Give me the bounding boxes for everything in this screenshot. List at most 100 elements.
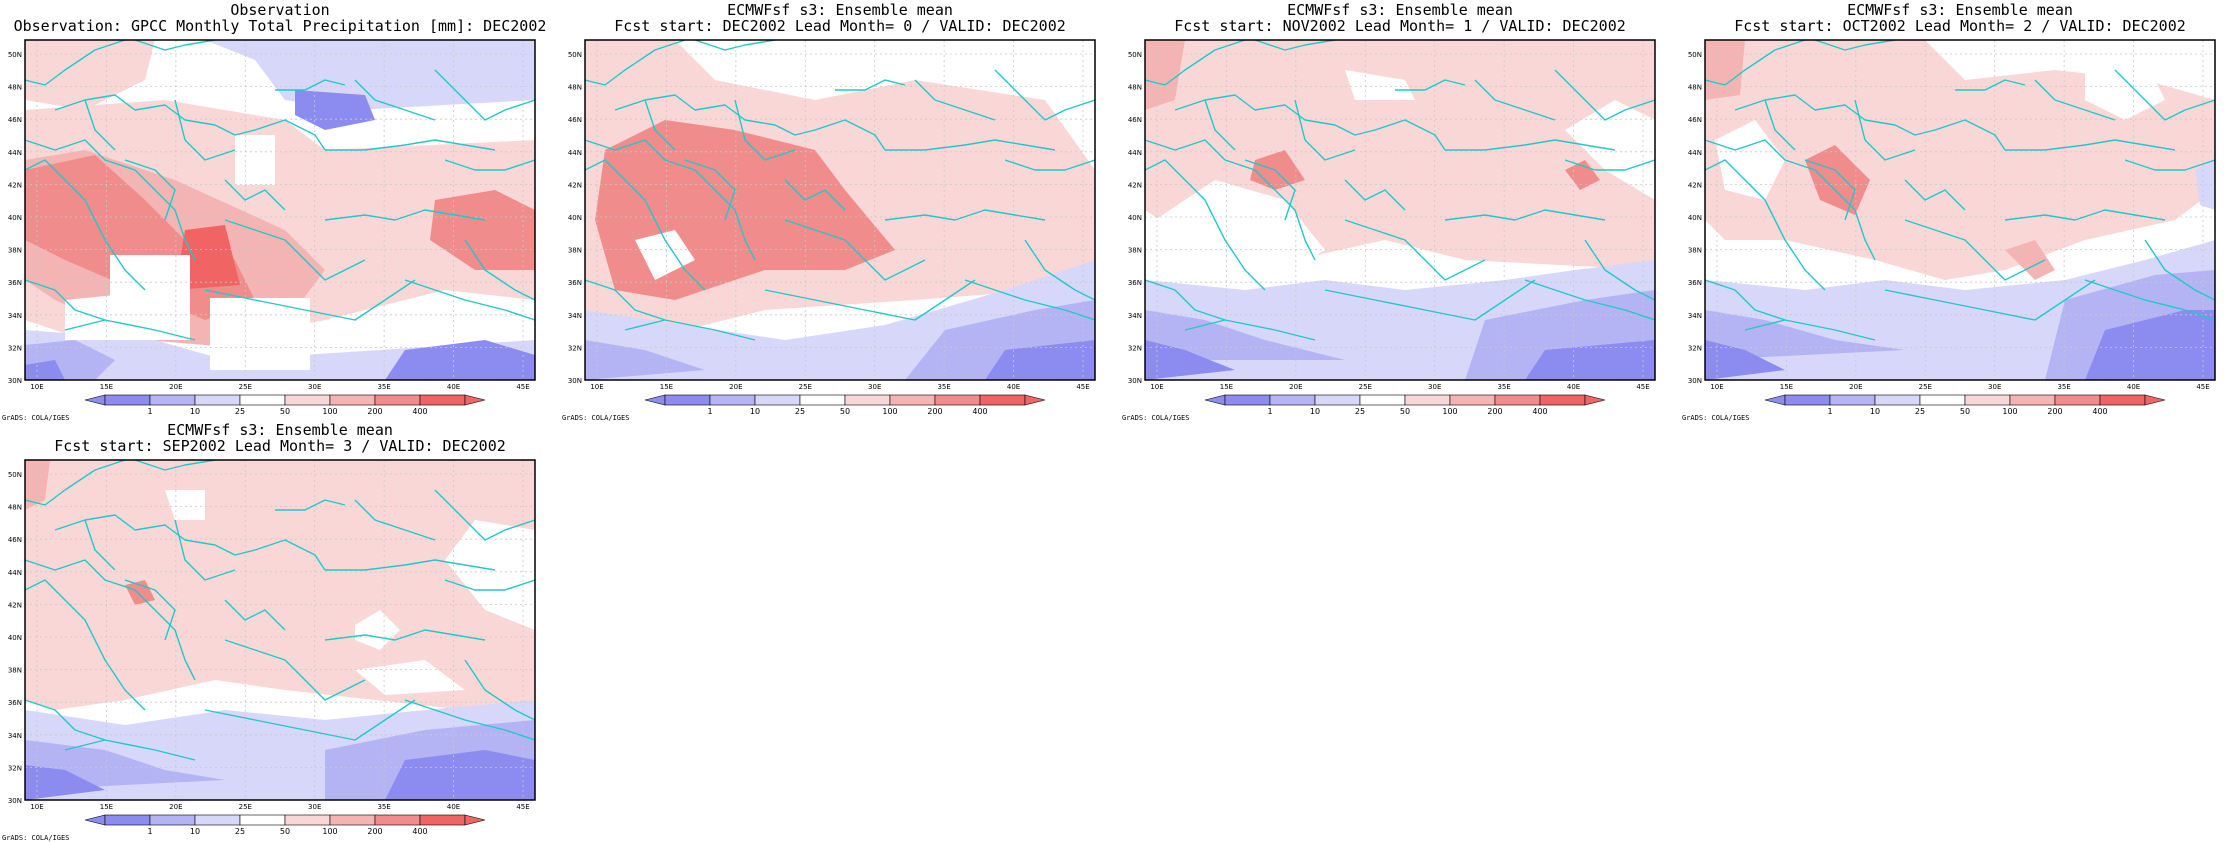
colorbar: 1 10 25 50 100 200 400 xyxy=(84,814,486,836)
shade-region xyxy=(1145,340,1235,380)
colorbar-label: 100 xyxy=(2002,407,2017,416)
lat-tick-label: 38N xyxy=(568,247,582,255)
shade-region xyxy=(65,295,115,340)
panel-title-line1: ECMWFsf s3: Ensemble mean xyxy=(727,1,953,19)
colorbar-label: 50 xyxy=(840,407,850,416)
grid-lines xyxy=(1145,40,1655,380)
coastlines xyxy=(25,40,535,341)
colorbar-label: 10 xyxy=(1310,407,1320,416)
lon-tick-label: 30E xyxy=(868,383,881,391)
shade-region xyxy=(1525,340,1655,380)
lat-tick-label: 32N xyxy=(8,764,22,772)
panel-observation: Observation Observation: GPCC Monthly To… xyxy=(0,0,560,422)
panel-title-line1: ECMWFsf s3: Ensemble mean xyxy=(167,421,393,439)
lat-tick-label: 40N xyxy=(8,214,22,222)
lat-tick-label: 34N xyxy=(8,732,22,740)
lat-tick-label: 50N xyxy=(1128,51,1142,59)
panel-title-line1: ECMWFsf s3: Ensemble mean xyxy=(1287,1,1513,19)
shade-region xyxy=(1705,340,1785,380)
shade-region xyxy=(385,750,535,800)
colorbar-label: 1 xyxy=(147,827,152,836)
shade-region xyxy=(1715,120,1785,200)
shade-region xyxy=(2085,60,2165,120)
colorbar-label: 100 xyxy=(322,827,337,836)
lon-tick-label: 15E xyxy=(660,383,673,391)
lon-tick-label: 35E xyxy=(1497,383,1510,391)
precip-shading xyxy=(1145,40,1655,380)
lat-tick-label: 50N xyxy=(8,51,22,59)
lat-tick-label: 44N xyxy=(1128,149,1142,157)
colorbar-label: 200 xyxy=(367,407,382,416)
colorbar-label: 200 xyxy=(367,827,382,836)
lon-tick-label: 10E xyxy=(1150,383,1163,391)
lat-tick-label: 46N xyxy=(8,116,22,124)
plot-area xyxy=(585,40,1095,380)
colorbar-label: 200 xyxy=(927,407,942,416)
colorbar: 1 10 25 50 100 200 400 xyxy=(1204,394,1606,416)
shade-region xyxy=(635,230,695,280)
lat-tick-label: 48N xyxy=(1128,84,1142,92)
shade-region xyxy=(1345,70,1415,100)
shade-region xyxy=(1155,180,1325,280)
panel-lead0: ECMWFsf s3: Ensemble mean Fcst start: DE… xyxy=(560,0,1120,422)
colorbar-label: 100 xyxy=(882,407,897,416)
lat-tick-label: 32N xyxy=(1128,344,1142,352)
precip-shading xyxy=(1705,40,2215,380)
colorbar-label: 1 xyxy=(707,407,712,416)
lat-tick-label: 32N xyxy=(568,344,582,352)
colorbar: 1 10 25 50 100 200 400 xyxy=(644,394,1046,416)
lat-tick-label: 42N xyxy=(8,601,22,609)
shade-region xyxy=(110,255,190,340)
colorbar-label: 50 xyxy=(280,407,290,416)
lon-tick-label: 30E xyxy=(308,383,321,391)
lon-tick-label: 10E xyxy=(30,383,43,391)
grid-lines xyxy=(25,40,535,380)
colorbar-label: 400 xyxy=(412,407,427,416)
coastlines xyxy=(1705,40,2215,341)
panel-title-line2: Observation: GPCC Monthly Total Precipit… xyxy=(13,17,547,35)
lon-tick-label: 30E xyxy=(308,803,321,811)
colorbar-label: 400 xyxy=(972,407,987,416)
shade-region xyxy=(205,40,535,110)
lat-tick-label: 44N xyxy=(1688,149,1702,157)
lon-tick-label: 25E xyxy=(1919,383,1932,391)
lon-tick-label: 20E xyxy=(1289,383,1302,391)
lon-tick-label: 10E xyxy=(590,383,603,391)
precip-shading xyxy=(585,40,1095,380)
colorbar-label: 400 xyxy=(412,827,427,836)
colorbar-label: 1 xyxy=(147,407,152,416)
lat-tick-label: 46N xyxy=(1128,116,1142,124)
lat-tick-label: 34N xyxy=(1688,312,1702,320)
shade-region xyxy=(175,225,240,290)
colorbar-label: 400 xyxy=(1532,407,1547,416)
lon-tick-label: 40E xyxy=(1567,383,1580,391)
lon-tick-label: 25E xyxy=(239,383,252,391)
lon-tick-label: 15E xyxy=(100,803,113,811)
colorbar-label: 1 xyxy=(1267,407,1272,416)
shade-region xyxy=(25,40,155,110)
lat-tick-label: 32N xyxy=(1688,344,1702,352)
panel-title-line2: Fcst start: SEP2002 Lead Month= 3 / VALI… xyxy=(54,437,506,455)
lat-tick-label: 38N xyxy=(8,667,22,675)
lon-tick-label: 40E xyxy=(447,383,460,391)
lat-tick-label: 42N xyxy=(8,181,22,189)
shade-region xyxy=(165,490,205,520)
shade-region xyxy=(1250,150,1305,190)
lat-tick-label: 40N xyxy=(1688,214,1702,222)
colorbar: 1 10 25 50 100 200 400 xyxy=(1764,394,2166,416)
lon-tick-label: 30E xyxy=(1428,383,1441,391)
shade-region xyxy=(1805,145,1870,215)
map-frame xyxy=(1704,39,2216,381)
lon-tick-label: 35E xyxy=(937,383,950,391)
lat-tick-label: 30N xyxy=(1128,377,1142,385)
lon-tick-label: 30E xyxy=(1988,383,2001,391)
panel-title: Observation Observation: GPCC Monthly To… xyxy=(0,2,560,34)
lon-tick-label: 10E xyxy=(30,803,43,811)
lon-tick-label: 45E xyxy=(1636,383,1649,391)
lat-tick-label: 46N xyxy=(568,116,582,124)
shade-region xyxy=(25,460,535,710)
coastlines xyxy=(585,40,1095,341)
lon-tick-label: 15E xyxy=(1780,383,1793,391)
colorbar-label: 50 xyxy=(280,827,290,836)
shade-region xyxy=(355,660,465,695)
